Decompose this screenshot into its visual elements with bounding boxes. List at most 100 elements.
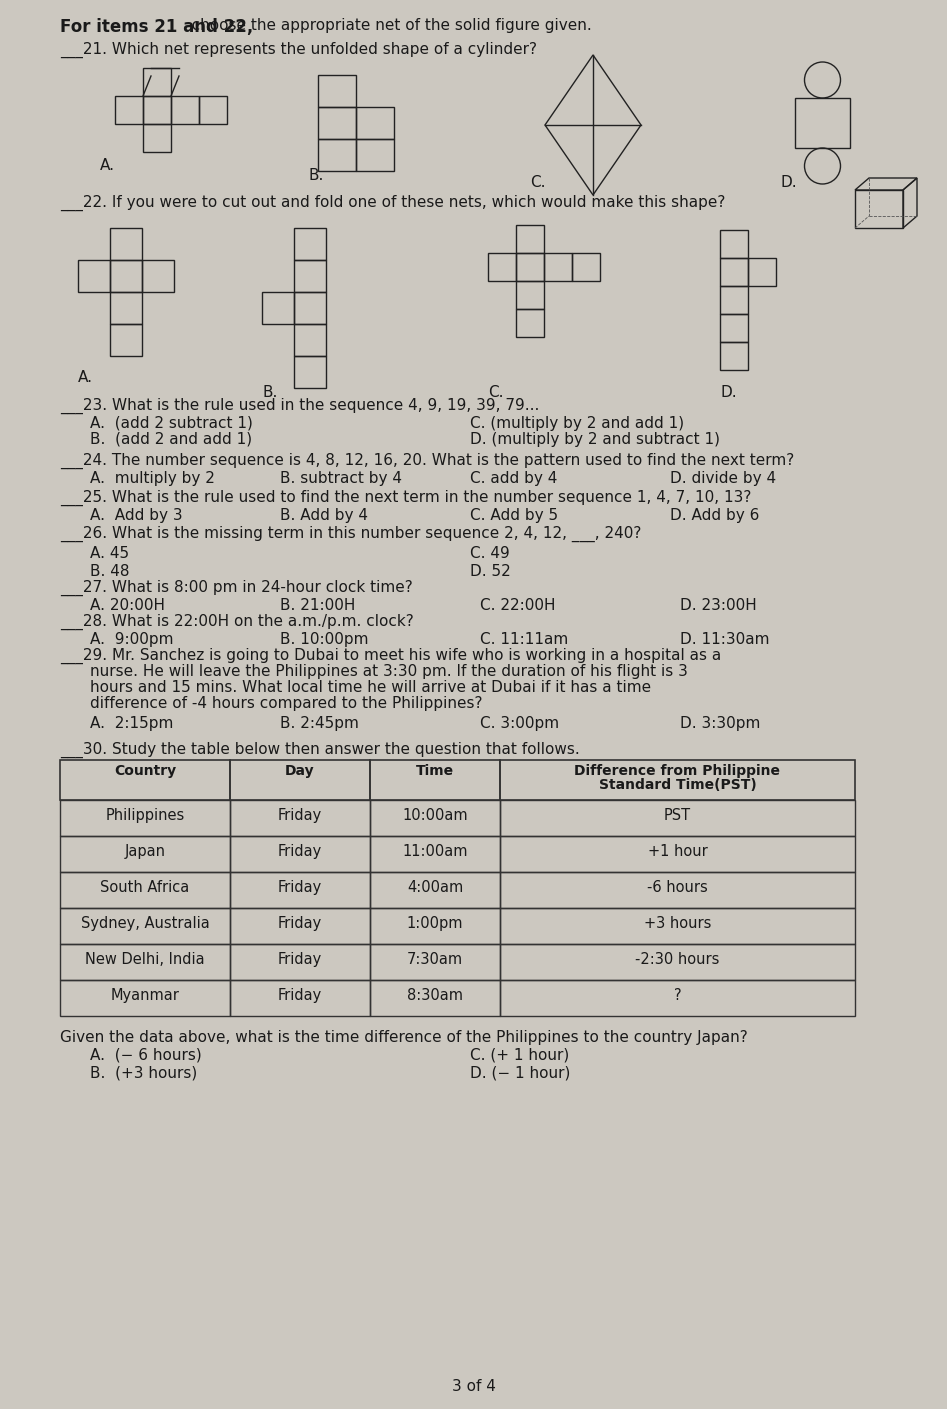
Text: A.  (− 6 hours): A. (− 6 hours)	[90, 1048, 202, 1062]
Text: 4:00am: 4:00am	[407, 881, 463, 895]
Text: ?: ?	[673, 988, 681, 1003]
Text: difference of -4 hours compared to the Philippines?: difference of -4 hours compared to the P…	[90, 696, 483, 712]
Bar	[294, 292, 326, 324]
Text: For items 21 and 22,: For items 21 and 22,	[60, 18, 253, 37]
Bar	[294, 261, 326, 292]
Text: 11:00am: 11:00am	[402, 844, 468, 859]
Bar	[370, 836, 500, 872]
Text: A.  Add by 3: A. Add by 3	[90, 509, 183, 523]
Text: ___30. Study the table below then answer the question that follows.: ___30. Study the table below then answer…	[60, 743, 580, 758]
Bar	[500, 944, 855, 981]
Bar	[60, 872, 230, 907]
Bar	[748, 258, 776, 286]
Text: B. Add by 4: B. Add by 4	[280, 509, 368, 523]
Text: -2:30 hours: -2:30 hours	[635, 952, 720, 967]
Bar	[60, 800, 230, 836]
Text: Standard Time(PST): Standard Time(PST)	[599, 778, 757, 792]
Text: ___26. What is the missing term in this number sequence 2, 4, 12, ___, 240?: ___26. What is the missing term in this …	[60, 526, 641, 542]
Bar	[143, 96, 171, 124]
Bar	[500, 981, 855, 1016]
Bar	[110, 228, 142, 261]
Text: C. Add by 5: C. Add by 5	[470, 509, 558, 523]
Text: Friday: Friday	[277, 881, 322, 895]
Text: Philippines: Philippines	[105, 807, 185, 823]
Text: A.: A.	[78, 371, 93, 385]
Bar	[356, 139, 394, 170]
Bar	[318, 75, 356, 107]
Text: Friday: Friday	[277, 988, 322, 1003]
Text: ___22. If you were to cut out and fold one of these nets, which would make this : ___22. If you were to cut out and fold o…	[60, 194, 725, 211]
Text: +1 hour: +1 hour	[648, 844, 707, 859]
Text: Given the data above, what is the time difference of the Philippines to the coun: Given the data above, what is the time d…	[60, 1030, 748, 1045]
Bar	[230, 759, 370, 800]
Text: Japan: Japan	[124, 844, 166, 859]
Text: ___25. What is the rule used to find the next term in the number sequence 1, 4, : ___25. What is the rule used to find the…	[60, 490, 751, 506]
Bar	[370, 907, 500, 944]
Bar	[500, 759, 855, 800]
Bar	[318, 107, 356, 139]
Bar	[230, 944, 370, 981]
Text: D. (− 1 hour): D. (− 1 hour)	[470, 1067, 570, 1081]
Text: Day: Day	[285, 764, 314, 778]
Bar	[516, 225, 544, 254]
Bar	[500, 836, 855, 872]
Text: Myanmar: Myanmar	[111, 988, 179, 1003]
Bar	[115, 96, 143, 124]
Bar	[294, 324, 326, 356]
Text: A.  9:00pm: A. 9:00pm	[90, 633, 173, 647]
Text: ___23. What is the rule used in the sequence 4, 9, 19, 39, 79...: ___23. What is the rule used in the sequ…	[60, 397, 540, 414]
Text: +3 hours: +3 hours	[644, 916, 711, 931]
Text: 7:30am: 7:30am	[407, 952, 463, 967]
Text: ___21. Which net represents the unfolded shape of a cylinder?: ___21. Which net represents the unfolded…	[60, 42, 537, 58]
Bar	[720, 258, 748, 286]
Bar	[516, 309, 544, 337]
Text: B.  (+3 hours): B. (+3 hours)	[90, 1067, 197, 1081]
Text: D. divide by 4: D. divide by 4	[670, 471, 777, 486]
Text: C. add by 4: C. add by 4	[470, 471, 558, 486]
Bar	[142, 261, 174, 292]
Text: South Africa: South Africa	[100, 881, 189, 895]
Bar	[171, 96, 199, 124]
Text: D. 23:00H: D. 23:00H	[680, 597, 757, 613]
Text: B. subtract by 4: B. subtract by 4	[280, 471, 402, 486]
Bar	[230, 981, 370, 1016]
Bar	[143, 124, 171, 152]
Text: Friday: Friday	[277, 916, 322, 931]
Bar	[356, 107, 394, 139]
Text: 3 of 4: 3 of 4	[452, 1379, 495, 1394]
Text: Friday: Friday	[277, 807, 322, 823]
Text: Country: Country	[114, 764, 176, 778]
Bar	[230, 872, 370, 907]
Bar	[516, 280, 544, 309]
Text: B.: B.	[262, 385, 277, 400]
Text: C. 11:11am: C. 11:11am	[480, 633, 568, 647]
Text: B. 48: B. 48	[90, 564, 130, 579]
Text: B. 2:45pm: B. 2:45pm	[280, 716, 359, 731]
Bar	[720, 342, 748, 371]
Text: B.: B.	[308, 168, 323, 183]
Text: B. 10:00pm: B. 10:00pm	[280, 633, 368, 647]
Bar	[488, 254, 516, 280]
Bar	[370, 800, 500, 836]
Bar	[516, 254, 544, 280]
Text: C. (multiply by 2 and add 1): C. (multiply by 2 and add 1)	[470, 416, 684, 431]
Bar	[294, 228, 326, 261]
Bar	[60, 836, 230, 872]
Text: D. Add by 6: D. Add by 6	[670, 509, 759, 523]
Text: D. 11:30am: D. 11:30am	[680, 633, 770, 647]
Bar	[143, 68, 171, 96]
Text: Friday: Friday	[277, 952, 322, 967]
Text: D. 52: D. 52	[470, 564, 510, 579]
Text: 8:30am: 8:30am	[407, 988, 463, 1003]
Text: 1:00pm: 1:00pm	[407, 916, 463, 931]
Bar	[795, 99, 850, 148]
Text: ___29. Mr. Sanchez is going to Dubai to meet his wife who is working in a hospit: ___29. Mr. Sanchez is going to Dubai to …	[60, 648, 722, 664]
Text: A. 45: A. 45	[90, 547, 129, 561]
Text: ___24. The number sequence is 4, 8, 12, 16, 20. What is the pattern used to find: ___24. The number sequence is 4, 8, 12, …	[60, 454, 795, 469]
Text: B.  (add 2 and add 1): B. (add 2 and add 1)	[90, 433, 252, 447]
Text: C.: C.	[488, 385, 504, 400]
Text: A.: A.	[100, 158, 115, 173]
Bar	[60, 759, 230, 800]
Bar	[370, 872, 500, 907]
Bar	[370, 944, 500, 981]
